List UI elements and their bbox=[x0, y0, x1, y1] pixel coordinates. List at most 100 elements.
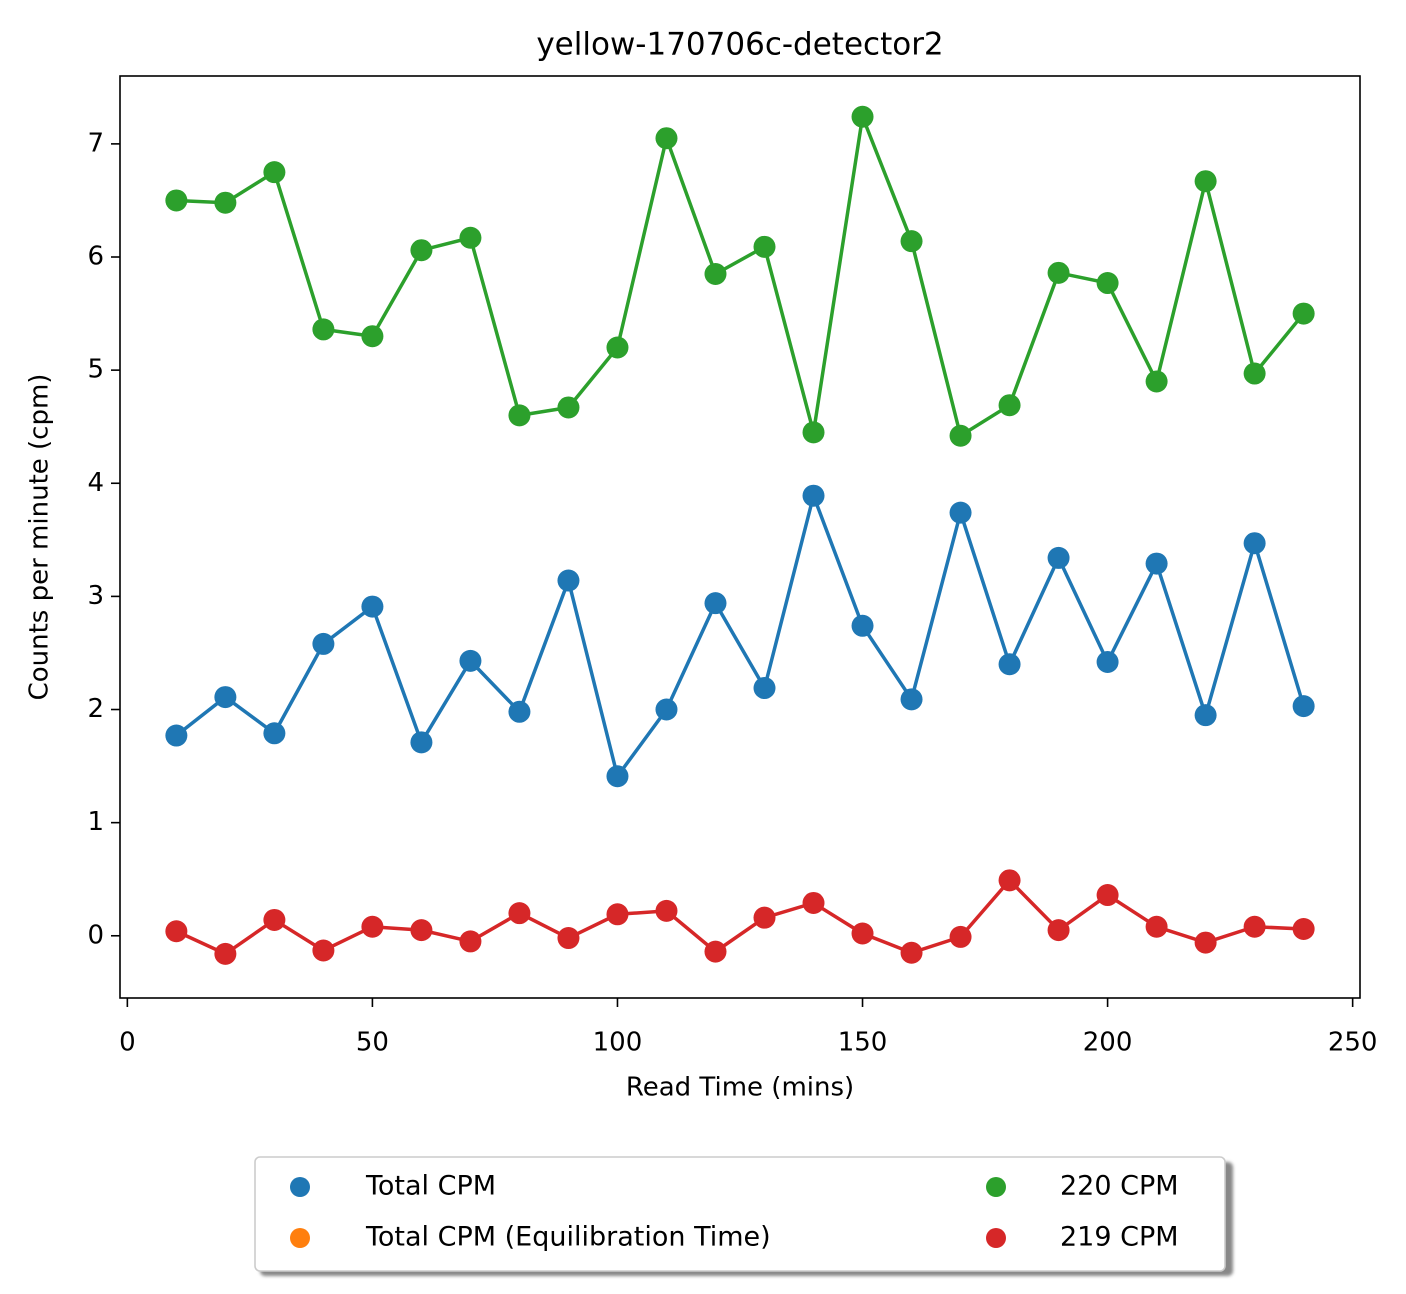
data-point bbox=[508, 404, 531, 427]
data-point bbox=[1047, 261, 1070, 284]
data-point bbox=[165, 724, 188, 747]
data-point bbox=[802, 891, 825, 914]
legend-box bbox=[254, 1156, 1226, 1272]
legend-label: 220 CPM bbox=[1060, 1171, 1179, 1202]
y-tick-label: 4 bbox=[87, 468, 104, 498]
y-tick-label: 6 bbox=[87, 242, 104, 272]
data-point bbox=[900, 688, 923, 711]
plot-frame bbox=[119, 75, 1361, 999]
data-point bbox=[361, 595, 384, 618]
legend-label: 219 CPM bbox=[1060, 1222, 1179, 1253]
data-point bbox=[1145, 915, 1168, 938]
y-tick-label: 3 bbox=[87, 581, 104, 611]
data-point bbox=[410, 239, 433, 262]
data-point bbox=[312, 632, 335, 655]
data-point bbox=[998, 869, 1021, 892]
data-point bbox=[312, 318, 335, 341]
data-point bbox=[214, 191, 237, 214]
data-point bbox=[1096, 884, 1119, 907]
data-point bbox=[312, 939, 335, 962]
data-point bbox=[1243, 915, 1266, 938]
data-point bbox=[851, 105, 874, 128]
data-point bbox=[753, 677, 776, 700]
data-point bbox=[410, 919, 433, 942]
data-point bbox=[900, 230, 923, 253]
data-point bbox=[606, 903, 629, 926]
x-tick-label: 200 bbox=[1083, 1028, 1133, 1058]
data-point bbox=[1292, 695, 1315, 718]
legend-marker bbox=[290, 1228, 310, 1248]
data-point bbox=[263, 722, 286, 745]
x-tick-label: 100 bbox=[593, 1028, 643, 1058]
data-point bbox=[1145, 370, 1168, 393]
data-point bbox=[802, 421, 825, 444]
y-tick-label: 0 bbox=[87, 920, 104, 950]
x-tick-label: 50 bbox=[356, 1028, 389, 1058]
x-axis-label: Read Time (mins) bbox=[626, 1073, 854, 1103]
data-point bbox=[263, 161, 286, 184]
chart-title: yellow-170706c-detector2 bbox=[536, 27, 943, 63]
data-point bbox=[753, 235, 776, 258]
data-point bbox=[508, 902, 531, 925]
data-point bbox=[1194, 704, 1217, 727]
x-tick-label: 150 bbox=[838, 1028, 888, 1058]
data-point bbox=[802, 484, 825, 507]
x-tick-label: 0 bbox=[119, 1028, 136, 1058]
data-point bbox=[361, 325, 384, 348]
data-point bbox=[949, 925, 972, 948]
data-point bbox=[704, 262, 727, 285]
series-line bbox=[175, 489, 1306, 781]
data-point bbox=[704, 592, 727, 615]
data-point bbox=[214, 686, 237, 709]
data-point bbox=[1047, 546, 1070, 569]
data-point bbox=[1096, 272, 1119, 295]
legend-label: Total CPM bbox=[365, 1171, 496, 1202]
legend: Total CPM Total CPM (Equilibration Time) 2… bbox=[254, 1156, 1233, 1276]
legend-label: Total CPM (Equilibration Time) bbox=[365, 1222, 771, 1253]
series-line bbox=[176, 110, 1305, 439]
legend-marker bbox=[290, 1177, 310, 1197]
data-point bbox=[1194, 170, 1217, 193]
y-tick-label: 5 bbox=[87, 355, 104, 385]
data-point bbox=[1292, 302, 1315, 325]
legend-marker bbox=[986, 1228, 1006, 1248]
data-point bbox=[1047, 919, 1070, 942]
y-tick-label: 1 bbox=[87, 807, 104, 837]
data-point bbox=[1145, 552, 1168, 575]
data-point bbox=[998, 394, 1021, 417]
data-point bbox=[1243, 532, 1266, 555]
data-point bbox=[998, 653, 1021, 676]
data-point bbox=[459, 226, 482, 249]
data-point bbox=[214, 942, 237, 965]
data-point bbox=[949, 424, 972, 447]
data-point bbox=[508, 700, 531, 723]
legend-marker bbox=[986, 1177, 1006, 1197]
data-point bbox=[1096, 651, 1119, 674]
data-point bbox=[753, 906, 776, 929]
data-point bbox=[557, 569, 580, 592]
x-tick-label: 250 bbox=[1328, 1028, 1378, 1058]
data-point bbox=[410, 731, 433, 754]
data-point bbox=[557, 396, 580, 419]
data-point bbox=[655, 899, 678, 922]
data-point bbox=[557, 927, 580, 950]
data-point bbox=[606, 765, 629, 788]
data-point bbox=[1292, 917, 1315, 940]
y-tick-label: 2 bbox=[87, 694, 104, 724]
data-point bbox=[851, 922, 874, 945]
data-point bbox=[459, 930, 482, 953]
data-point bbox=[606, 336, 629, 359]
data-point bbox=[949, 501, 972, 524]
data-point bbox=[655, 127, 678, 150]
data-point bbox=[900, 941, 923, 964]
data-point bbox=[361, 915, 384, 938]
data-point bbox=[165, 189, 188, 212]
y-tick-label: 7 bbox=[87, 128, 104, 158]
data-point bbox=[655, 698, 678, 721]
data-point bbox=[1194, 931, 1217, 954]
data-point bbox=[459, 649, 482, 672]
data-point bbox=[851, 614, 874, 637]
data-point bbox=[263, 908, 286, 931]
y-axis-label: Counts per minute (cpm) bbox=[25, 374, 55, 701]
